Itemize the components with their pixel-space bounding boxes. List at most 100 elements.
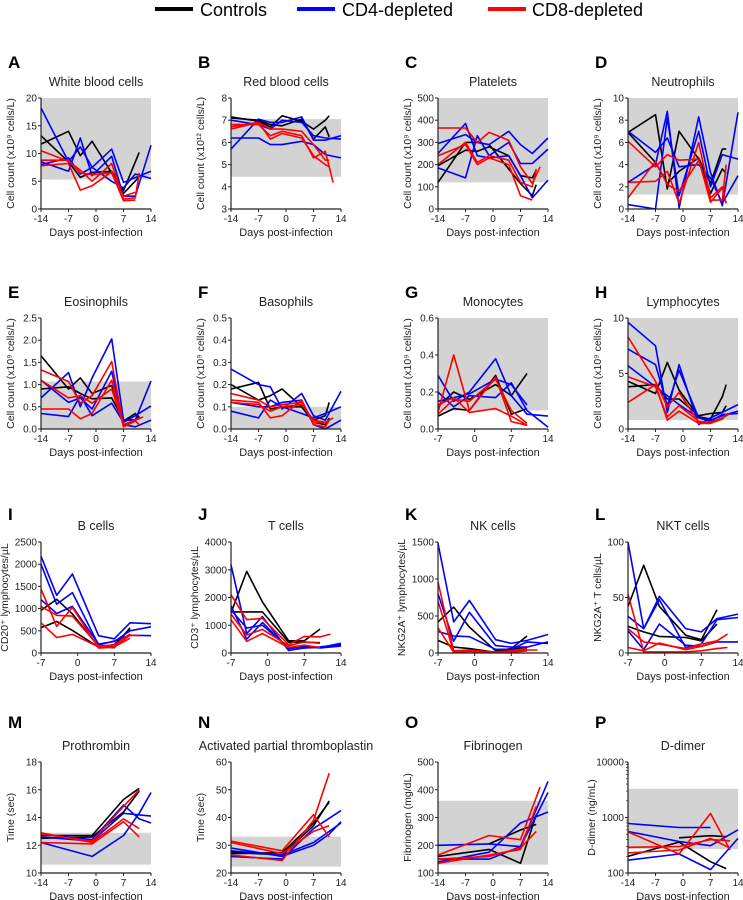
y-axis-label: Cell count (x10¹² cells/L) (195, 97, 207, 210)
series-line-cd4 (437, 381, 549, 428)
y-tick-label: 0 (618, 205, 624, 216)
y-tick-label: 2 (618, 182, 624, 193)
x-tick-label: 14 (542, 434, 554, 445)
panel-b: B Red blood cells -14 -7 0 7 14 3 4 5 6 7 8 Days post… (195, 53, 347, 239)
panel-letter: D (595, 53, 607, 72)
panel-m: M Prothrombin -14 -7 0 7 14 10 12 14 16 18 Days post… (5, 713, 157, 900)
x-axis-label: Days post-infection (49, 891, 143, 900)
y-tick-label: 5 (31, 177, 37, 188)
panel-d: D Neutrophils -14 -7 0 7 14 0 2 4 6 8 10 Days post-in… (592, 53, 743, 239)
panel-letter: C (405, 53, 417, 72)
x-tick-label: 7 (112, 658, 118, 669)
series-line-cd8 (40, 622, 131, 648)
y-tick-label: 100 (607, 869, 624, 880)
y-tick-label: 10 (613, 94, 625, 105)
series-line-cd8 (627, 837, 731, 854)
y-tick-label: 2.0 (23, 336, 37, 347)
y-tick-label: 1000 (412, 575, 435, 586)
series-line-c (437, 373, 528, 408)
series-line-cd8 (40, 162, 136, 197)
y-tick-label: 0 (31, 205, 37, 216)
x-tick-label: 7 (708, 878, 714, 889)
series-line-c (627, 113, 727, 195)
panel-a: A White blood cells -14 -7 0 7 14 0 5 10 15 20 Days … (5, 53, 157, 239)
series-line-cd8 (437, 600, 528, 653)
series-line-cd4 (40, 599, 152, 645)
x-tick-label: 0 (283, 434, 289, 445)
y-tick-label: 0 (618, 425, 624, 436)
x-tick-label: -7 (651, 878, 660, 889)
x-axis-label: Days post-infection (636, 891, 730, 900)
y-tick-label: 1500 (15, 582, 38, 593)
x-axis-label: Days post-infection (239, 891, 333, 900)
x-axis-label: Days post-infection (49, 447, 143, 459)
y-tick-label: 6 (618, 138, 624, 149)
series-line-cd4 (230, 399, 342, 419)
x-tick-label: -7 (64, 878, 73, 889)
x-tick-label: 0 (680, 214, 686, 225)
y-tick-label: 15 (26, 121, 38, 132)
y-tick-label: 0.2 (213, 380, 227, 391)
series-line-cd8 (437, 378, 528, 425)
series-line-cd4 (627, 598, 739, 649)
y-axis-label: Cell count (x10⁹ cells/L) (592, 98, 604, 209)
panel-e: E Eosinophils -14 -7 0 7 14 0.0 0.5 1.0 1.5 2.0 2.5 D… (5, 283, 157, 459)
panel-letter: I (8, 505, 13, 524)
x-tick-label: 7 (518, 214, 524, 225)
panel-title: NK cells (470, 519, 516, 533)
x-tick-label: -14 (34, 434, 49, 445)
y-tick-label: 16 (26, 785, 38, 796)
x-axis-label: Days post-infection (239, 671, 333, 683)
x-tick-label: 0 (662, 658, 668, 669)
panel-title: Basophils (259, 295, 313, 309)
x-tick-label: -7 (254, 214, 263, 225)
legend: Controls CD4-depleted CD8-depleted (155, 0, 643, 20)
series-line-c (627, 564, 718, 641)
series-line-cd4 (230, 399, 342, 430)
x-tick-label: 14 (335, 434, 347, 445)
normal-range-band (438, 98, 548, 183)
y-tick-label: 40 (216, 813, 228, 824)
y-tick-label: 0.0 (213, 425, 227, 436)
y-tick-label: 100 (417, 869, 434, 880)
y-tick-label: 3 (221, 205, 227, 216)
series-line-cd8 (627, 838, 731, 849)
series-line-cd8 (40, 605, 131, 647)
y-tick-label: 50 (613, 593, 625, 604)
x-tick-label: -14 (34, 878, 49, 889)
x-tick-label: 0 (93, 214, 99, 225)
x-tick-label: -7 (254, 878, 263, 889)
series-line-cd8 (230, 594, 331, 646)
x-tick-label: 7 (708, 434, 714, 445)
y-tick-label: 0.5 (213, 314, 227, 325)
x-tick-label: -7 (651, 434, 660, 445)
series-line-cd4 (627, 117, 739, 210)
x-tick-label: 7 (311, 434, 317, 445)
panel-title: White blood cells (49, 75, 144, 89)
y-tick-label: 2500 (15, 538, 38, 549)
series-line-cd4 (627, 130, 739, 205)
x-tick-label: 14 (335, 878, 347, 889)
y-axis-label: Cell count (x10⁹ cells/L) (402, 318, 414, 429)
y-tick-label: 200 (417, 160, 434, 171)
x-tick-label: 14 (732, 214, 743, 225)
y-tick-label: 500 (417, 612, 434, 623)
series-line-cd4 (40, 563, 152, 646)
y-tick-label: 2000 (15, 560, 38, 571)
x-tick-label: 14 (335, 658, 347, 669)
panel-title: Platelets (469, 75, 517, 89)
x-tick-label: 7 (121, 214, 127, 225)
series-line-cd4 (437, 543, 549, 645)
panel-title: Eosinophils (64, 295, 128, 309)
x-tick-label: -7 (461, 214, 470, 225)
x-tick-label: -14 (431, 214, 446, 225)
legend-label-c: Controls (200, 0, 267, 20)
series-line-cd8 (40, 820, 140, 845)
x-tick-label: 0 (283, 214, 289, 225)
series-line-cd8 (627, 641, 718, 652)
series-line-cd4 (437, 630, 549, 651)
x-tick-label: -7 (434, 658, 443, 669)
y-tick-label: 300 (417, 813, 434, 824)
